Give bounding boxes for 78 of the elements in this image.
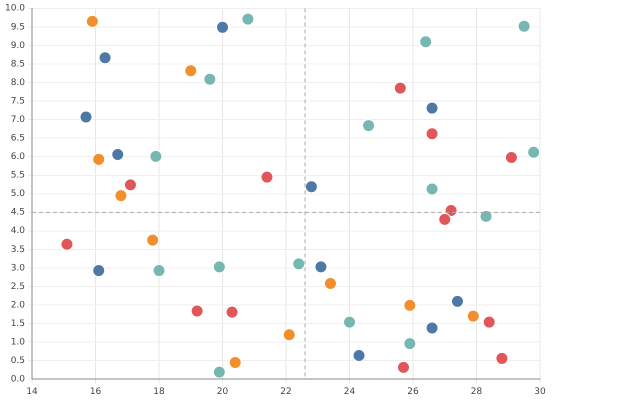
y-tick-label: 7.5 xyxy=(10,96,26,106)
y-tick-label: 1.5 xyxy=(10,318,26,329)
x-tick-label: 18 xyxy=(153,386,166,397)
point xyxy=(518,20,531,33)
y-tick-label: 5.5 xyxy=(10,170,26,181)
x-tick-label: 14 xyxy=(26,386,38,397)
point xyxy=(396,360,410,374)
point xyxy=(314,260,328,274)
point xyxy=(426,322,439,335)
point xyxy=(362,119,376,132)
x-tick-label: 22 xyxy=(280,386,292,397)
point xyxy=(324,277,337,290)
x-tick-label: 28 xyxy=(470,386,483,397)
point xyxy=(98,51,112,64)
point xyxy=(124,178,137,192)
point xyxy=(480,210,493,223)
point xyxy=(343,316,356,329)
point xyxy=(352,348,366,362)
point xyxy=(60,238,74,251)
point xyxy=(394,82,407,95)
point xyxy=(482,316,496,329)
x-tick-label: 16 xyxy=(90,386,102,397)
point xyxy=(419,35,432,48)
point xyxy=(184,64,198,78)
y-tick-label: 7.0 xyxy=(10,114,26,125)
x-tick-label: 30 xyxy=(534,386,546,397)
point xyxy=(114,189,128,202)
point xyxy=(426,127,439,140)
point xyxy=(226,306,239,319)
y-tick-label: 3.5 xyxy=(10,244,26,255)
point xyxy=(438,212,452,226)
y-tick-label: 4.0 xyxy=(10,226,26,236)
point xyxy=(80,110,93,124)
point xyxy=(304,180,318,194)
point xyxy=(212,260,226,274)
point xyxy=(426,102,439,115)
point xyxy=(260,170,274,184)
y-tick-label: 0.5 xyxy=(10,356,26,366)
point xyxy=(92,264,106,278)
y-tick-label: 6.5 xyxy=(10,134,26,144)
point xyxy=(466,310,480,323)
y-tick-label: 8.5 xyxy=(10,59,26,70)
y-tick-label: 1.0 xyxy=(10,337,26,348)
point xyxy=(149,150,162,163)
point xyxy=(495,352,508,365)
point xyxy=(111,148,124,161)
point xyxy=(527,146,540,159)
point xyxy=(92,152,106,166)
x-tick-label: 26 xyxy=(407,386,420,397)
point xyxy=(504,150,518,164)
point xyxy=(241,12,254,26)
y-tick-label: 9.5 xyxy=(10,22,26,32)
y-tick-label: 2.0 xyxy=(10,300,26,310)
y-tick-label: 5.0 xyxy=(10,189,26,200)
y-tick-label: 6.0 xyxy=(10,152,26,162)
y-tick-label: 4.5 xyxy=(10,208,26,218)
point xyxy=(282,328,296,342)
point xyxy=(426,182,439,196)
x-tick-label: 20 xyxy=(216,386,229,397)
point xyxy=(152,264,166,278)
point xyxy=(403,337,416,350)
y-tick-label: 2.5 xyxy=(10,282,26,292)
point xyxy=(292,257,306,270)
point xyxy=(190,304,204,318)
y-tick-label: 3.0 xyxy=(10,263,26,274)
point xyxy=(146,234,160,247)
point xyxy=(86,14,99,28)
point xyxy=(228,356,242,370)
x-tick-label: 24 xyxy=(344,386,356,397)
point xyxy=(450,294,464,308)
y-tick-label: 0.0 xyxy=(10,374,26,385)
point xyxy=(403,298,416,312)
point xyxy=(212,366,226,379)
y-tick-label: 8.0 xyxy=(10,78,26,88)
point xyxy=(203,72,216,86)
y-tick-label: 9.0 xyxy=(10,40,26,51)
point xyxy=(216,20,230,34)
y-tick-label: 10.0 xyxy=(4,4,26,14)
